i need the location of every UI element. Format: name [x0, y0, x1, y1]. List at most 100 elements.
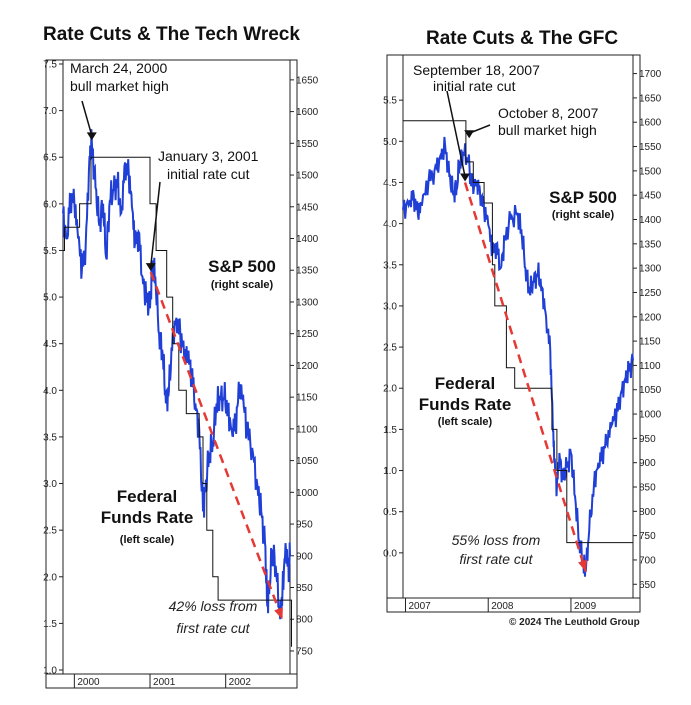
loss-trend-arrowhead — [274, 607, 283, 620]
left-tick-label: 0.5 — [383, 507, 397, 518]
right-tick-label: 1500 — [296, 171, 319, 182]
initial-rate-cut-arrow-head — [145, 263, 156, 272]
x-tick-label: 2002 — [229, 677, 252, 688]
right-tick-label: 1700 — [639, 69, 662, 80]
right-tick-label: 900 — [639, 458, 656, 469]
right-tick-label: 1350 — [296, 266, 319, 277]
right-tick-label: 1500 — [639, 166, 662, 177]
left-tick-label: 7.5 — [43, 60, 57, 71]
initial-rate-cut-label: initial rate cut — [167, 166, 250, 182]
left-tick-label: 3.5 — [43, 432, 57, 443]
sp500-line-0 — [62, 129, 291, 620]
left-tick-label: 2.5 — [43, 526, 57, 537]
x-tick-label: 2001 — [153, 677, 176, 688]
right-tick-label: 1650 — [296, 75, 319, 86]
bull-market-high-label: bull market high — [498, 122, 597, 138]
right-tick-label: 1400 — [296, 234, 319, 245]
left-tick-label: 4.0 — [383, 219, 397, 230]
bull-market-high-date: October 8, 2007 — [498, 105, 599, 121]
right-tick-label: 1650 — [639, 93, 662, 104]
sp500-label: S&P 500 — [549, 188, 617, 207]
left-tick-label: 6.0 — [43, 199, 57, 210]
initial-rate-cut-label: initial rate cut — [433, 78, 516, 94]
sp500-scale-note: (right scale) — [552, 209, 615, 221]
right-tick-label: 1350 — [639, 239, 662, 250]
loss-label-line2: first rate cut — [176, 620, 250, 636]
bull-market-high-arrow-shaft — [81, 100, 93, 136]
right-tick-label: 850 — [296, 583, 313, 594]
fed-funds-label-line1: Federal — [117, 487, 177, 506]
sp500-scale-note: (right scale) — [211, 279, 274, 291]
right-tick-label: 1450 — [639, 191, 662, 202]
left-tick-label: 5.5 — [43, 246, 57, 257]
right-tick-label: 700 — [639, 555, 656, 566]
sp500-label: S&P 500 — [208, 257, 276, 276]
sp500-line-1 — [402, 136, 634, 577]
right-tick-label: 950 — [296, 520, 313, 531]
bull-market-high-label: bull market high — [70, 78, 169, 94]
chart-frame-1 — [386, 54, 641, 613]
initial-rate-cut-date: January 3, 2001 — [158, 148, 259, 164]
right-tick-label: 1550 — [296, 139, 319, 150]
right-tick-label: 1150 — [639, 337, 661, 348]
right-tick-label: 650 — [639, 580, 656, 591]
x-tick-label: 2007 — [408, 601, 431, 612]
x-tick-label: 2009 — [574, 601, 597, 612]
right-tick-label: 1150 — [296, 393, 318, 404]
right-tick-label: 1100 — [639, 361, 661, 372]
loss-label-line1: 42% loss from — [169, 598, 258, 614]
right-tick-label: 1600 — [639, 118, 662, 129]
left-tick-label: 1.5 — [383, 425, 397, 436]
left-tick-label: 2.5 — [383, 343, 397, 354]
fed-funds-rate-line-0 — [63, 156, 292, 647]
left-tick-label: 1.0 — [383, 466, 397, 477]
right-tick-label: 1450 — [296, 202, 319, 213]
chart-frame-0 — [45, 59, 298, 689]
left-tick-label: 1.5 — [43, 619, 57, 630]
bull-market-high-date: March 24, 2000 — [70, 60, 167, 76]
initial-rate-cut-arrow-shaft — [150, 181, 161, 267]
fed-funds-rate-line-1 — [403, 120, 633, 544]
bull-market-high-arrow-head — [464, 130, 475, 139]
left-tick-label: 6.5 — [43, 153, 57, 164]
loss-trend-arrow — [149, 271, 284, 620]
fed-funds-scale-note: (left scale) — [438, 416, 493, 428]
loss-label-line2: first rate cut — [459, 551, 533, 567]
x-tick-label: 2000 — [77, 677, 100, 688]
fed-funds-label-line2: Funds Rate — [419, 395, 512, 414]
left-tick-label: 5.0 — [383, 137, 397, 148]
right-tick-label: 1000 — [639, 410, 662, 421]
left-tick-label: 2.0 — [383, 384, 397, 395]
left-tick-label: 3.5 — [383, 260, 397, 271]
right-tick-label: 900 — [296, 551, 313, 562]
left-tick-label: 4.5 — [43, 339, 57, 350]
loss-trend-arrow — [463, 182, 588, 572]
fed-funds-scale-note: (left scale) — [120, 534, 175, 546]
right-tick-label: 1050 — [296, 456, 319, 467]
right-tick-label: 800 — [639, 507, 656, 518]
right-tick-label: 1250 — [639, 288, 662, 299]
left-tick-label: 1.0 — [43, 666, 57, 677]
right-tick-label: 1300 — [296, 297, 319, 308]
fed-funds-label-line2: Funds Rate — [101, 508, 194, 527]
left-tick-label: 5.0 — [43, 293, 57, 304]
left-tick-label: 2.0 — [43, 572, 57, 583]
right-tick-label: 1400 — [639, 215, 662, 226]
left-tick-label: 4.5 — [383, 178, 397, 189]
right-tick-label: 1600 — [296, 107, 319, 118]
right-chart-title: Rate Cuts & The GFC — [426, 28, 619, 49]
right-tick-label: 850 — [639, 483, 656, 494]
right-tick-label: 1250 — [296, 329, 319, 340]
right-tick-label: 750 — [296, 646, 313, 657]
right-tick-label: 750 — [639, 531, 656, 542]
initial-rate-cut-date: September 18, 2007 — [413, 62, 540, 78]
bull-market-high-arrow-head — [86, 132, 97, 141]
left-tick-label: 0.0 — [383, 548, 397, 559]
left-tick-label: 5.5 — [383, 96, 397, 107]
right-tick-label: 1550 — [639, 142, 662, 153]
initial-rate-cut-arrow-head — [460, 173, 471, 182]
x-tick-label: 2008 — [491, 601, 514, 612]
fed-funds-label-line1: Federal — [435, 374, 495, 393]
left-tick-label: 7.0 — [43, 106, 57, 117]
